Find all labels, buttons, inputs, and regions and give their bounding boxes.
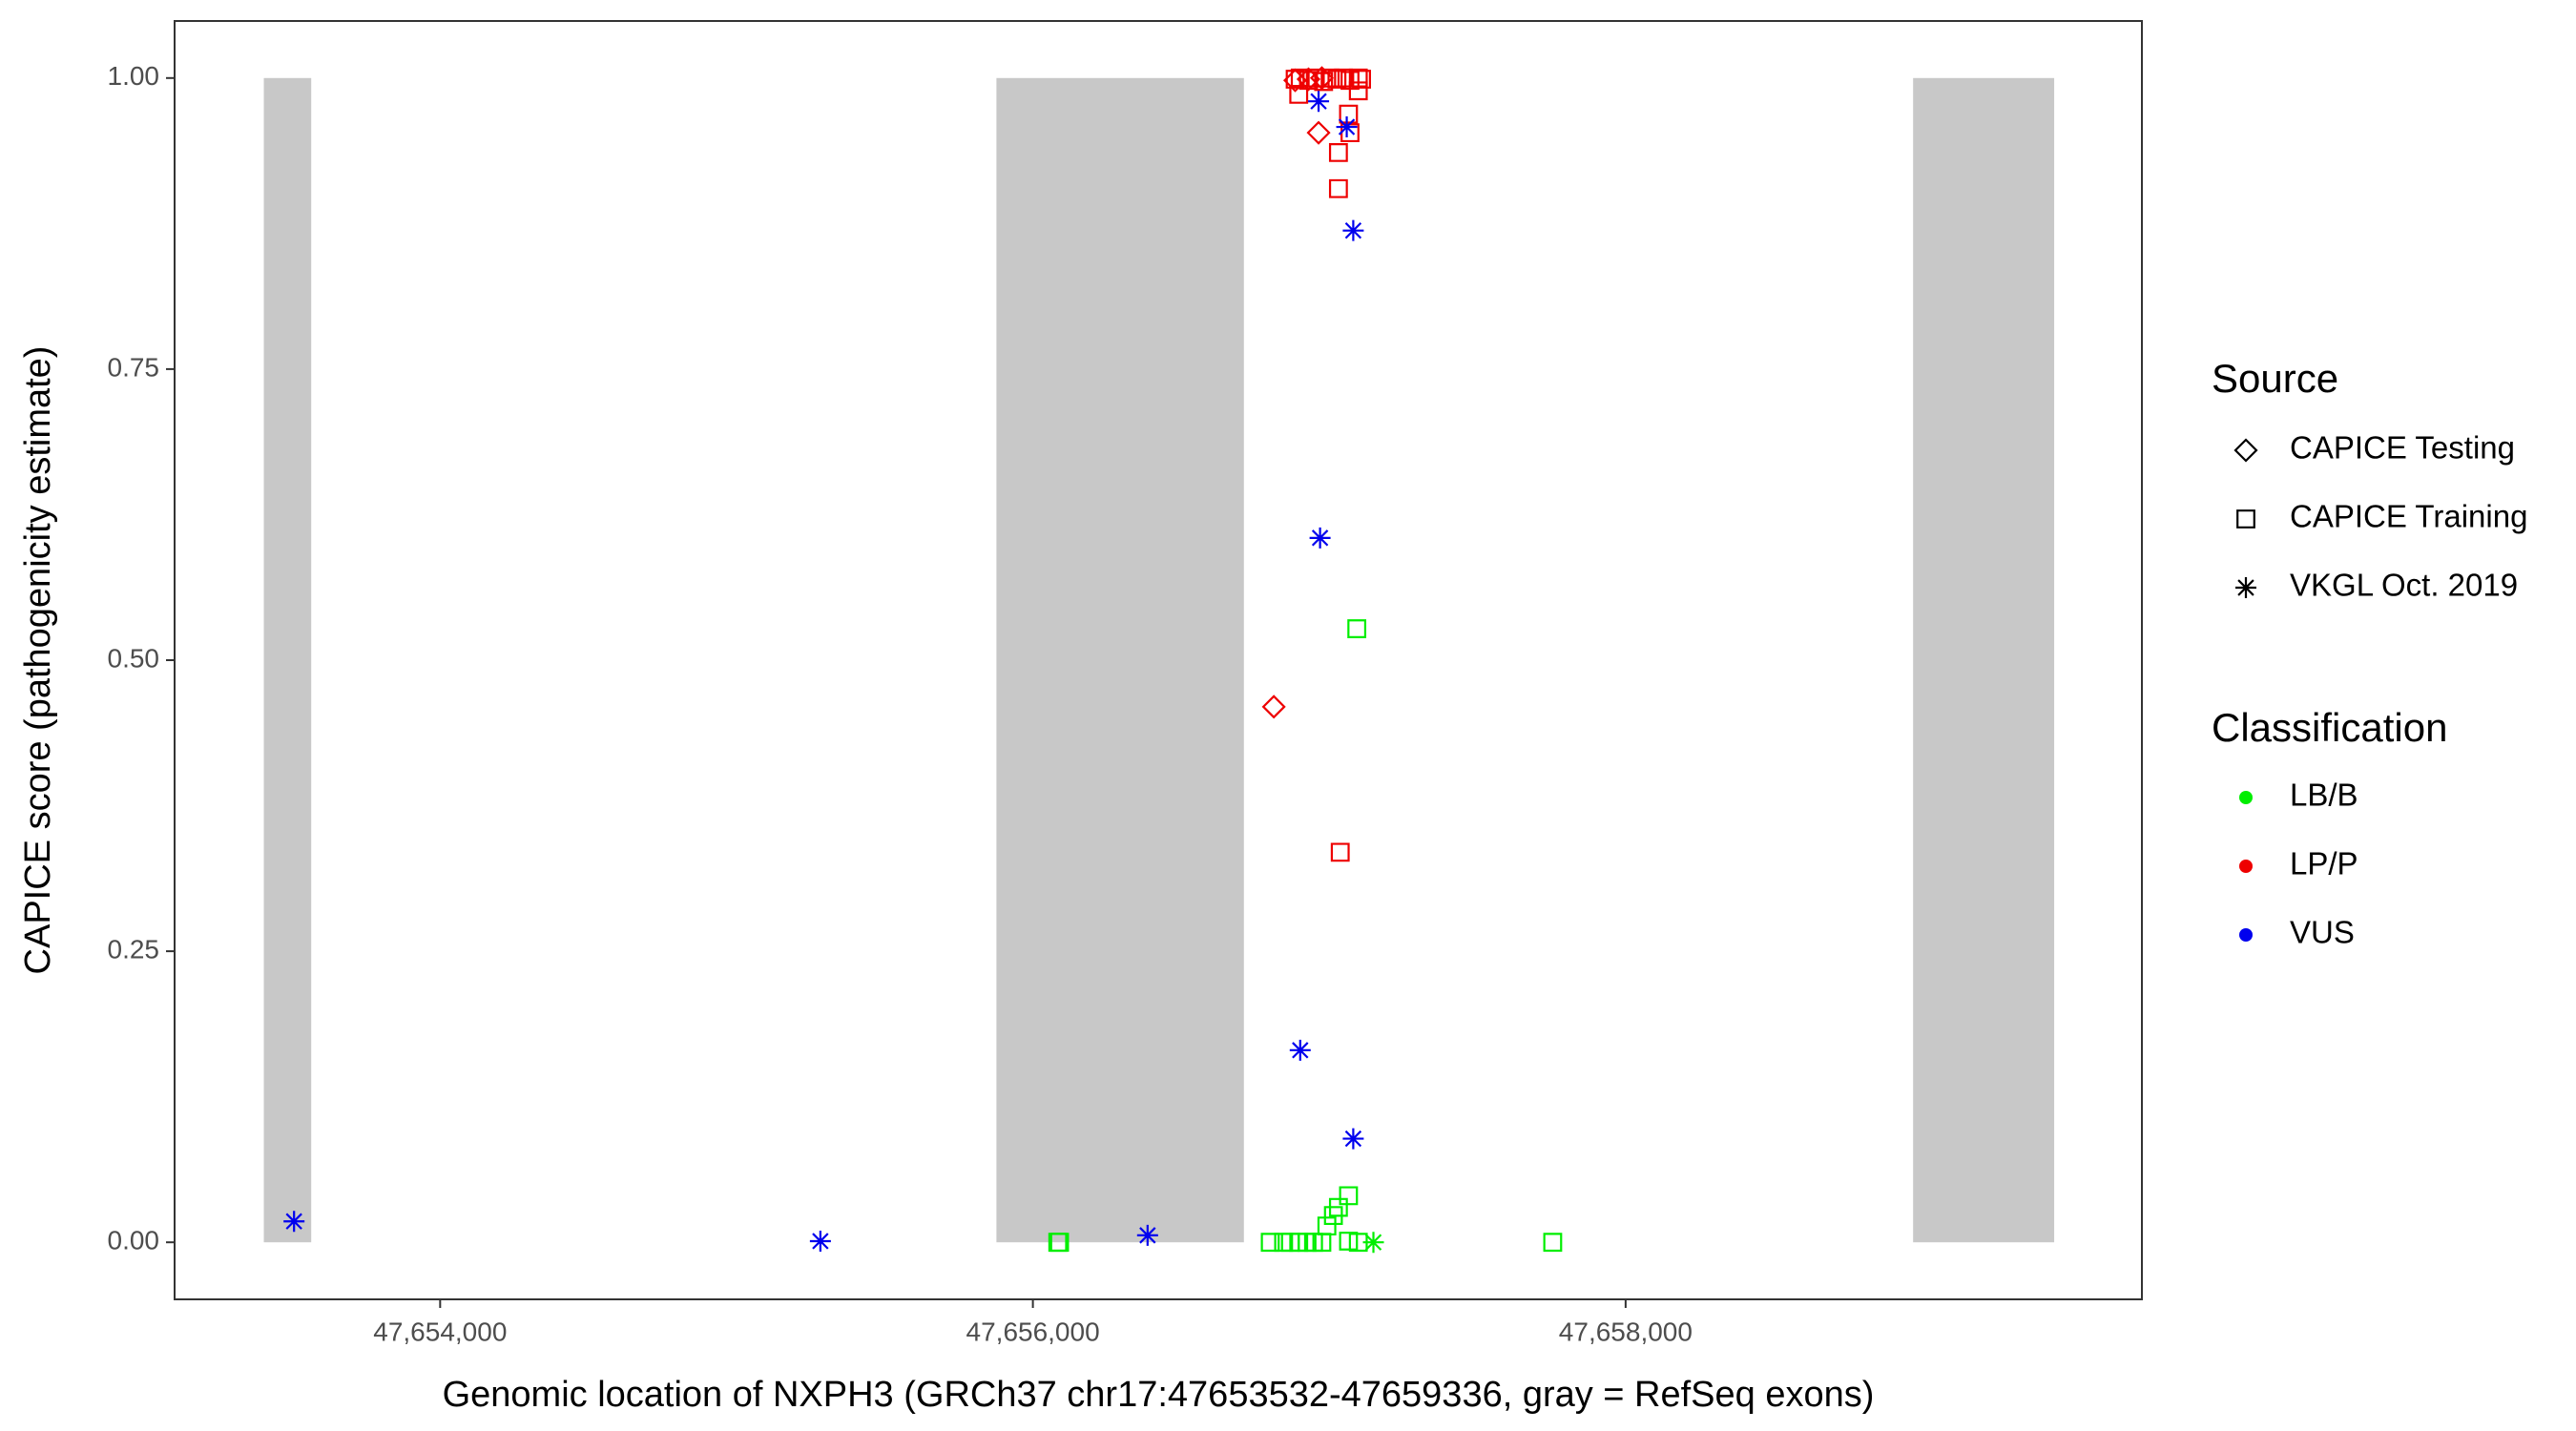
point [1348, 81, 1368, 101]
point [1289, 1039, 1311, 1061]
exon [263, 77, 312, 1243]
legend-symbol [2233, 438, 2258, 463]
point [1282, 68, 1308, 93]
point [1336, 116, 1358, 138]
point [1323, 1206, 1343, 1226]
legend-title: Source [2212, 356, 2338, 401]
y-tick-label: 0.00 [108, 1226, 160, 1255]
point [1339, 1186, 1359, 1206]
point [1327, 70, 1347, 89]
point [1342, 219, 1364, 241]
y-tick-label: 1.00 [108, 61, 160, 91]
legend-symbol [2235, 577, 2256, 598]
legend-symbol [2239, 860, 2253, 873]
point [1348, 1233, 1368, 1253]
point [1314, 72, 1334, 92]
x-axis-title: Genomic location of NXPH3 (GRCh37 chr17:… [443, 1375, 1875, 1415]
legend-label: VUS [2290, 915, 2355, 950]
plot-border [174, 20, 2143, 1300]
legend-symbol [2239, 928, 2253, 942]
point [809, 1230, 831, 1252]
point [1347, 619, 1367, 638]
legend-symbol [2236, 509, 2255, 529]
y-axis-title: CAPICE score (pathogenicity estimate) [18, 346, 58, 975]
point [1543, 1233, 1563, 1253]
legend-label: LP/P [2290, 846, 2358, 881]
point [1339, 1232, 1359, 1251]
point [1328, 143, 1348, 162]
point [1342, 1128, 1364, 1150]
point [1362, 1232, 1384, 1254]
point [1285, 70, 1305, 89]
legend-label: VKGL Oct. 2019 [2290, 568, 2518, 603]
point [1328, 178, 1348, 198]
point [283, 1211, 305, 1233]
point [1306, 120, 1331, 145]
y-tick-label: 0.25 [108, 934, 160, 964]
point [1261, 695, 1286, 719]
point [1339, 104, 1359, 124]
y-tick-label: 0.75 [108, 352, 160, 382]
point [1298, 71, 1319, 91]
exon [996, 77, 1244, 1243]
point [1308, 91, 1330, 113]
exon [1913, 77, 2055, 1243]
legend-title: Classification [2212, 705, 2447, 750]
x-tick-label: 47,658,000 [1559, 1317, 1693, 1346]
point [1136, 1224, 1158, 1246]
legend-symbol [2239, 791, 2253, 804]
legend-label: CAPICE Training [2290, 499, 2527, 534]
point [1289, 84, 1309, 104]
legend-label: LB/B [2290, 778, 2358, 813]
x-tick-label: 47,654,000 [373, 1317, 507, 1346]
x-tick-label: 47,656,000 [966, 1317, 1100, 1346]
point [1340, 123, 1360, 143]
point [1049, 1233, 1070, 1253]
point [1309, 527, 1331, 549]
point [1330, 842, 1350, 862]
point [1328, 1197, 1348, 1217]
point [1317, 1216, 1337, 1236]
y-tick-label: 0.50 [108, 643, 160, 673]
legend-label: CAPICE Testing [2290, 430, 2515, 466]
